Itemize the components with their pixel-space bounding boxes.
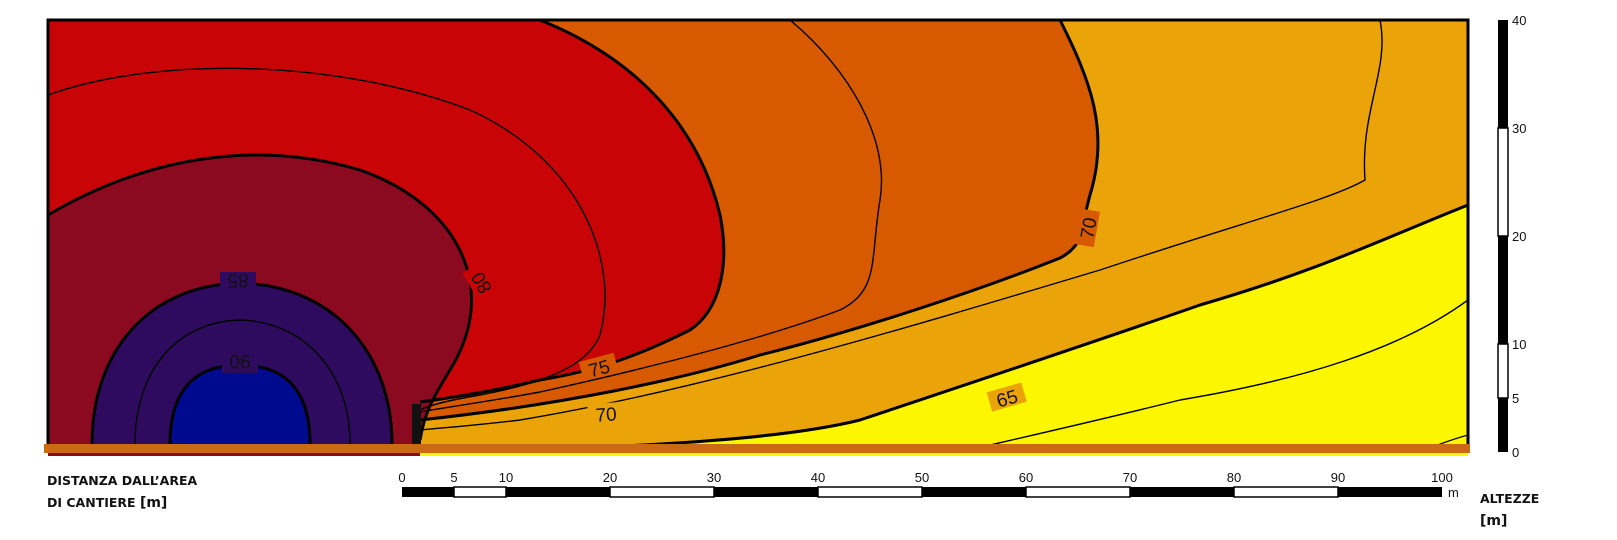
height-scale-bar: 0 5 10 20 30 40 bbox=[1497, 13, 1526, 460]
distance-caption-line2: DI CANTIERE [m] bbox=[47, 492, 277, 514]
scale-seg bbox=[1130, 487, 1234, 497]
scale-seg bbox=[402, 487, 454, 497]
distance-tick-label: 40 bbox=[811, 470, 825, 485]
label-bg bbox=[1074, 208, 1100, 248]
contour-line bbox=[48, 67, 606, 411]
contour-label: 70 bbox=[595, 404, 618, 426]
scale-seg bbox=[506, 487, 610, 497]
distance-tick-label: 90 bbox=[1331, 470, 1345, 485]
scale-seg bbox=[453, 486, 507, 498]
height-tick-label: 30 bbox=[1512, 121, 1526, 136]
height-tick-label: 40 bbox=[1512, 13, 1526, 28]
contour-line bbox=[419, 20, 1383, 431]
scale-seg bbox=[1025, 486, 1131, 498]
scale-seg bbox=[1497, 343, 1509, 399]
label-bg bbox=[587, 401, 625, 425]
distance-tick-label: 10 bbox=[499, 470, 513, 485]
distance-unit-label: m bbox=[1448, 485, 1459, 500]
band-90-plus bbox=[170, 365, 310, 444]
scale-seg bbox=[609, 486, 715, 498]
distance-tick-label: 20 bbox=[603, 470, 617, 485]
contour-label: 85 bbox=[227, 269, 248, 290]
label-bg bbox=[220, 272, 256, 292]
contour-line bbox=[419, 20, 883, 413]
distance-tick-label: 0 bbox=[398, 470, 405, 485]
scale-seg bbox=[1233, 486, 1339, 498]
height-tick-label: 0 bbox=[1512, 445, 1519, 460]
scale-seg bbox=[1497, 127, 1509, 237]
contour-label: 70 bbox=[1077, 216, 1101, 240]
contour-label: 90 bbox=[229, 350, 250, 371]
distance-tick-label: 80 bbox=[1227, 470, 1241, 485]
distance-tick-label: 50 bbox=[915, 470, 929, 485]
barrier-wall bbox=[412, 404, 421, 448]
scale-seg bbox=[1338, 487, 1442, 497]
scale-seg bbox=[1498, 398, 1508, 452]
ground-strip bbox=[44, 444, 1470, 453]
distance-caption-unit: [m] bbox=[139, 495, 168, 511]
distance-scale-bar: 0 5 10 20 30 40 50 60 70 80 90 100 m bbox=[398, 470, 1458, 500]
contour-line bbox=[134, 319, 351, 445]
scale-seg bbox=[1498, 236, 1508, 344]
distance-tick-label: 70 bbox=[1123, 470, 1137, 485]
distance-caption-text: DI CANTIERE bbox=[47, 495, 136, 510]
distance-tick-label: 60 bbox=[1019, 470, 1033, 485]
contour-labels: 85 80 75 70 70 65 90 bbox=[220, 208, 1102, 427]
distance-tick-label: 5 bbox=[450, 470, 457, 485]
contour-line bbox=[48, 153, 473, 441]
contour-line bbox=[419, 20, 1100, 422]
distance-tick-label: 100 bbox=[1431, 470, 1453, 485]
scale-seg bbox=[714, 487, 818, 497]
height-caption-unit: [m] bbox=[1480, 513, 1508, 529]
height-tick-label: 5 bbox=[1512, 391, 1519, 406]
scale-seg bbox=[817, 486, 923, 498]
contour-line bbox=[959, 299, 1468, 453]
height-caption-text: ALTEZZE bbox=[1480, 491, 1540, 506]
height-caption: ALTEZZE [m] bbox=[1480, 488, 1580, 532]
label-bg bbox=[222, 353, 258, 373]
contour-line bbox=[419, 20, 726, 404]
scale-seg bbox=[1498, 20, 1508, 128]
distance-caption: DISTANZA DALL’AREA DI CANTIERE [m] bbox=[47, 470, 277, 514]
scale-seg bbox=[922, 487, 1026, 497]
contour-bands bbox=[48, 20, 1468, 456]
height-tick-label: 20 bbox=[1512, 229, 1526, 244]
distance-tick-label: 30 bbox=[707, 470, 721, 485]
height-tick-label: 10 bbox=[1512, 337, 1526, 352]
label-bg bbox=[986, 382, 1027, 412]
label-bg bbox=[578, 352, 619, 382]
distance-caption-line1: DISTANZA DALL’AREA bbox=[47, 473, 198, 488]
label-bg bbox=[462, 262, 498, 305]
